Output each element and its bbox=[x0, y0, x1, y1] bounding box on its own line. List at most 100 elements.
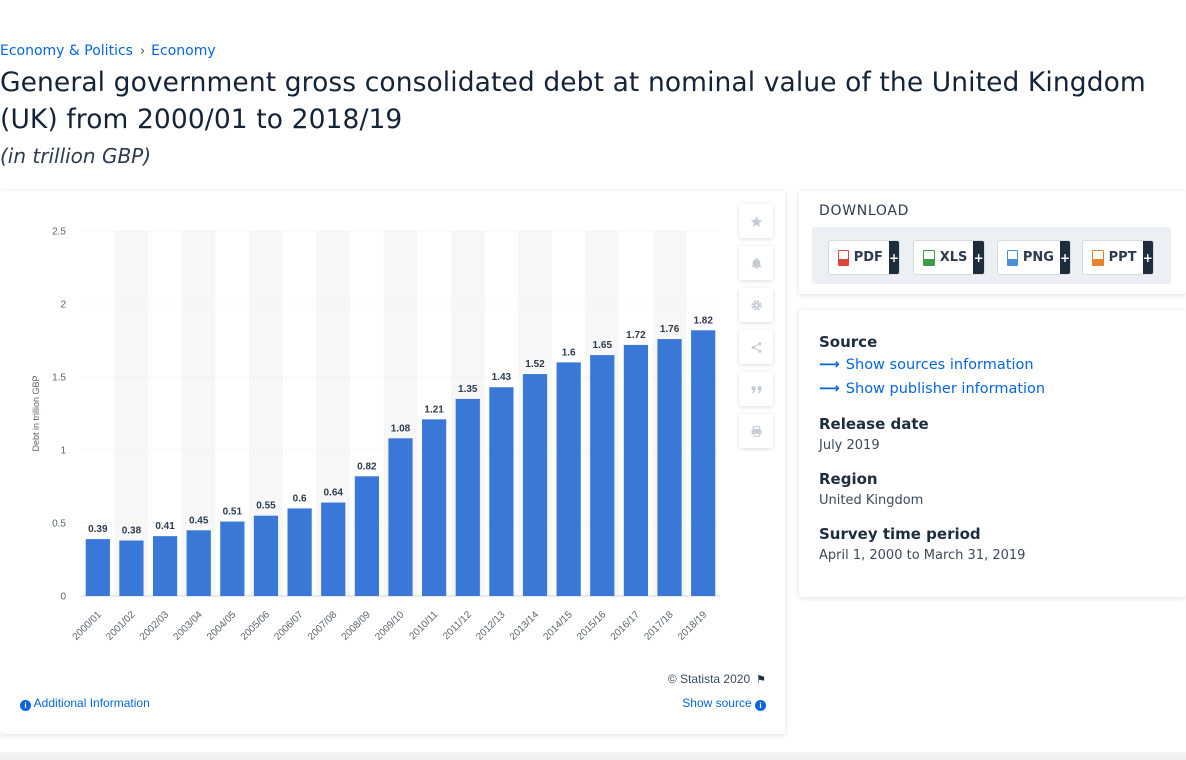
y-tick-label: 2 bbox=[60, 300, 66, 311]
data-label: 0.6 bbox=[293, 493, 307, 504]
show-source-label: Show source bbox=[682, 696, 752, 710]
show-source-link[interactable]: Show source i bbox=[682, 696, 766, 711]
data-label: 1.72 bbox=[626, 330, 646, 341]
data-label: 1.21 bbox=[424, 404, 444, 415]
y-tick-label: 1.5 bbox=[52, 373, 66, 384]
data-label: 1.52 bbox=[525, 359, 545, 370]
info-icon: i bbox=[755, 700, 766, 711]
statistic-info-card: Source ⟶ Show sources information ⟶ Show p… bbox=[799, 310, 1186, 597]
pdf-file-icon bbox=[838, 249, 849, 266]
data-label: 0.38 bbox=[122, 526, 142, 537]
download-pdf-plus: + bbox=[888, 241, 899, 274]
breadcrumb-link-economy-politics[interactable]: Economy & Politics bbox=[0, 43, 133, 59]
bar bbox=[623, 344, 649, 596]
data-label: 0.45 bbox=[189, 515, 209, 526]
arrow-right-icon: ⟶ bbox=[819, 381, 840, 397]
data-label: 0.39 bbox=[88, 524, 108, 535]
show-publisher-link[interactable]: ⟶ Show publisher information bbox=[819, 381, 1045, 397]
y-tick-label: 0 bbox=[60, 592, 66, 603]
gear-icon[interactable] bbox=[739, 288, 773, 322]
arrow-right-icon: ⟶ bbox=[819, 357, 840, 373]
download-xls-button[interactable]: XLS + bbox=[913, 240, 985, 275]
download-png-plus: + bbox=[1059, 241, 1070, 274]
download-pdf-label: PDF bbox=[853, 250, 883, 265]
x-tick-label: 2018/19 bbox=[676, 609, 710, 643]
data-label: 0.51 bbox=[223, 507, 243, 518]
x-tick-label: 2015/16 bbox=[575, 609, 609, 643]
x-tick-label: 2004/05 bbox=[205, 609, 239, 643]
download-xls-label: XLS bbox=[939, 250, 968, 265]
show-sources-label: Show sources information bbox=[845, 357, 1034, 373]
x-tick-label: 2008/09 bbox=[340, 609, 374, 643]
data-label: 1.08 bbox=[391, 423, 411, 434]
chart-card: 0 0.5 1 1.5 2 2.5 Debt in trillion GBP 0.39 2000… bbox=[0, 191, 785, 734]
data-label: 0.55 bbox=[256, 501, 276, 512]
share-icon[interactable] bbox=[739, 330, 773, 364]
bar bbox=[321, 502, 346, 596]
download-pdf-button[interactable]: PDF + bbox=[828, 240, 900, 275]
flag-icon[interactable]: ⚑ bbox=[756, 674, 766, 686]
page-subtitle: (in trillion GBP) bbox=[0, 144, 152, 168]
x-tick-label: 2005/06 bbox=[239, 609, 273, 643]
download-ppt-label: PPT bbox=[1108, 250, 1137, 265]
download-ppt-plus: + bbox=[1142, 241, 1153, 274]
download-png-button[interactable]: PNG + bbox=[997, 240, 1071, 275]
print-icon[interactable] bbox=[739, 414, 773, 448]
x-tick-label: 2013/14 bbox=[508, 609, 542, 643]
ppt-file-icon bbox=[1092, 249, 1104, 266]
bar bbox=[119, 540, 144, 596]
breadcrumb: Economy & Politics › Economy bbox=[0, 43, 216, 59]
data-label: 0.64 bbox=[324, 488, 344, 499]
x-tick-label: 2000/01 bbox=[71, 609, 105, 643]
copyright-notice: © Statista 2020 ⚑ bbox=[668, 672, 766, 686]
release-date-label: Release date bbox=[819, 415, 929, 433]
bar bbox=[590, 355, 615, 596]
data-label: 0.82 bbox=[357, 461, 377, 472]
bell-icon[interactable] bbox=[739, 246, 773, 280]
quote-icon[interactable] bbox=[739, 372, 773, 406]
data-label: 1.35 bbox=[458, 384, 478, 395]
column-band bbox=[114, 231, 149, 596]
copyright-text: © Statista 2020 bbox=[667, 672, 751, 686]
bar bbox=[489, 387, 514, 596]
source-label: Source bbox=[819, 333, 878, 351]
bar bbox=[422, 419, 447, 596]
data-label: 1.65 bbox=[593, 340, 613, 351]
y-tick-label: 2.5 bbox=[52, 227, 66, 238]
x-tick-label: 2014/15 bbox=[541, 609, 575, 643]
bar bbox=[455, 398, 480, 596]
show-publisher-label: Show publisher information bbox=[845, 381, 1046, 397]
bar bbox=[253, 515, 279, 596]
bar bbox=[657, 339, 682, 596]
y-axis-label: Debt in trillion GBP bbox=[31, 375, 41, 451]
png-file-icon bbox=[1007, 249, 1018, 266]
x-tick-label: 2011/12 bbox=[441, 609, 474, 642]
download-ppt-button[interactable]: PPT + bbox=[1082, 240, 1154, 275]
x-tick-label: 2012/13 bbox=[474, 609, 508, 643]
x-tick-label: 2001/02 bbox=[104, 609, 138, 643]
download-card: DOWNLOAD PDF + XLS + PNG + PPT + bbox=[799, 191, 1186, 294]
breadcrumb-separator: › bbox=[139, 44, 146, 59]
x-tick-label: 2017/18 bbox=[642, 609, 676, 643]
info-icon: i bbox=[20, 700, 31, 711]
show-sources-link[interactable]: ⟶ Show sources information bbox=[819, 357, 1034, 373]
download-bar: PDF + XLS + PNG + PPT + bbox=[812, 227, 1171, 284]
xls-file-icon bbox=[923, 249, 935, 266]
region-value: United Kingdom bbox=[819, 493, 924, 508]
star-icon[interactable] bbox=[739, 204, 773, 238]
additional-information-link[interactable]: i Additional Information bbox=[20, 696, 150, 711]
x-tick-label: 2002/03 bbox=[138, 609, 172, 643]
bar bbox=[287, 508, 312, 596]
bar bbox=[388, 438, 413, 596]
data-label: 0.41 bbox=[155, 521, 175, 532]
bar bbox=[220, 521, 245, 596]
data-label: 1.43 bbox=[492, 372, 512, 383]
data-label: 1.76 bbox=[660, 324, 680, 335]
bar bbox=[556, 362, 581, 596]
data-label: 1.82 bbox=[693, 315, 713, 326]
download-png-label: PNG bbox=[1022, 250, 1054, 265]
release-date-value: July 2019 bbox=[819, 438, 880, 453]
x-tick-label: 2006/07 bbox=[272, 609, 306, 643]
x-tick-label: 2016/17 bbox=[609, 609, 643, 643]
breadcrumb-link-economy[interactable]: Economy bbox=[151, 43, 216, 59]
